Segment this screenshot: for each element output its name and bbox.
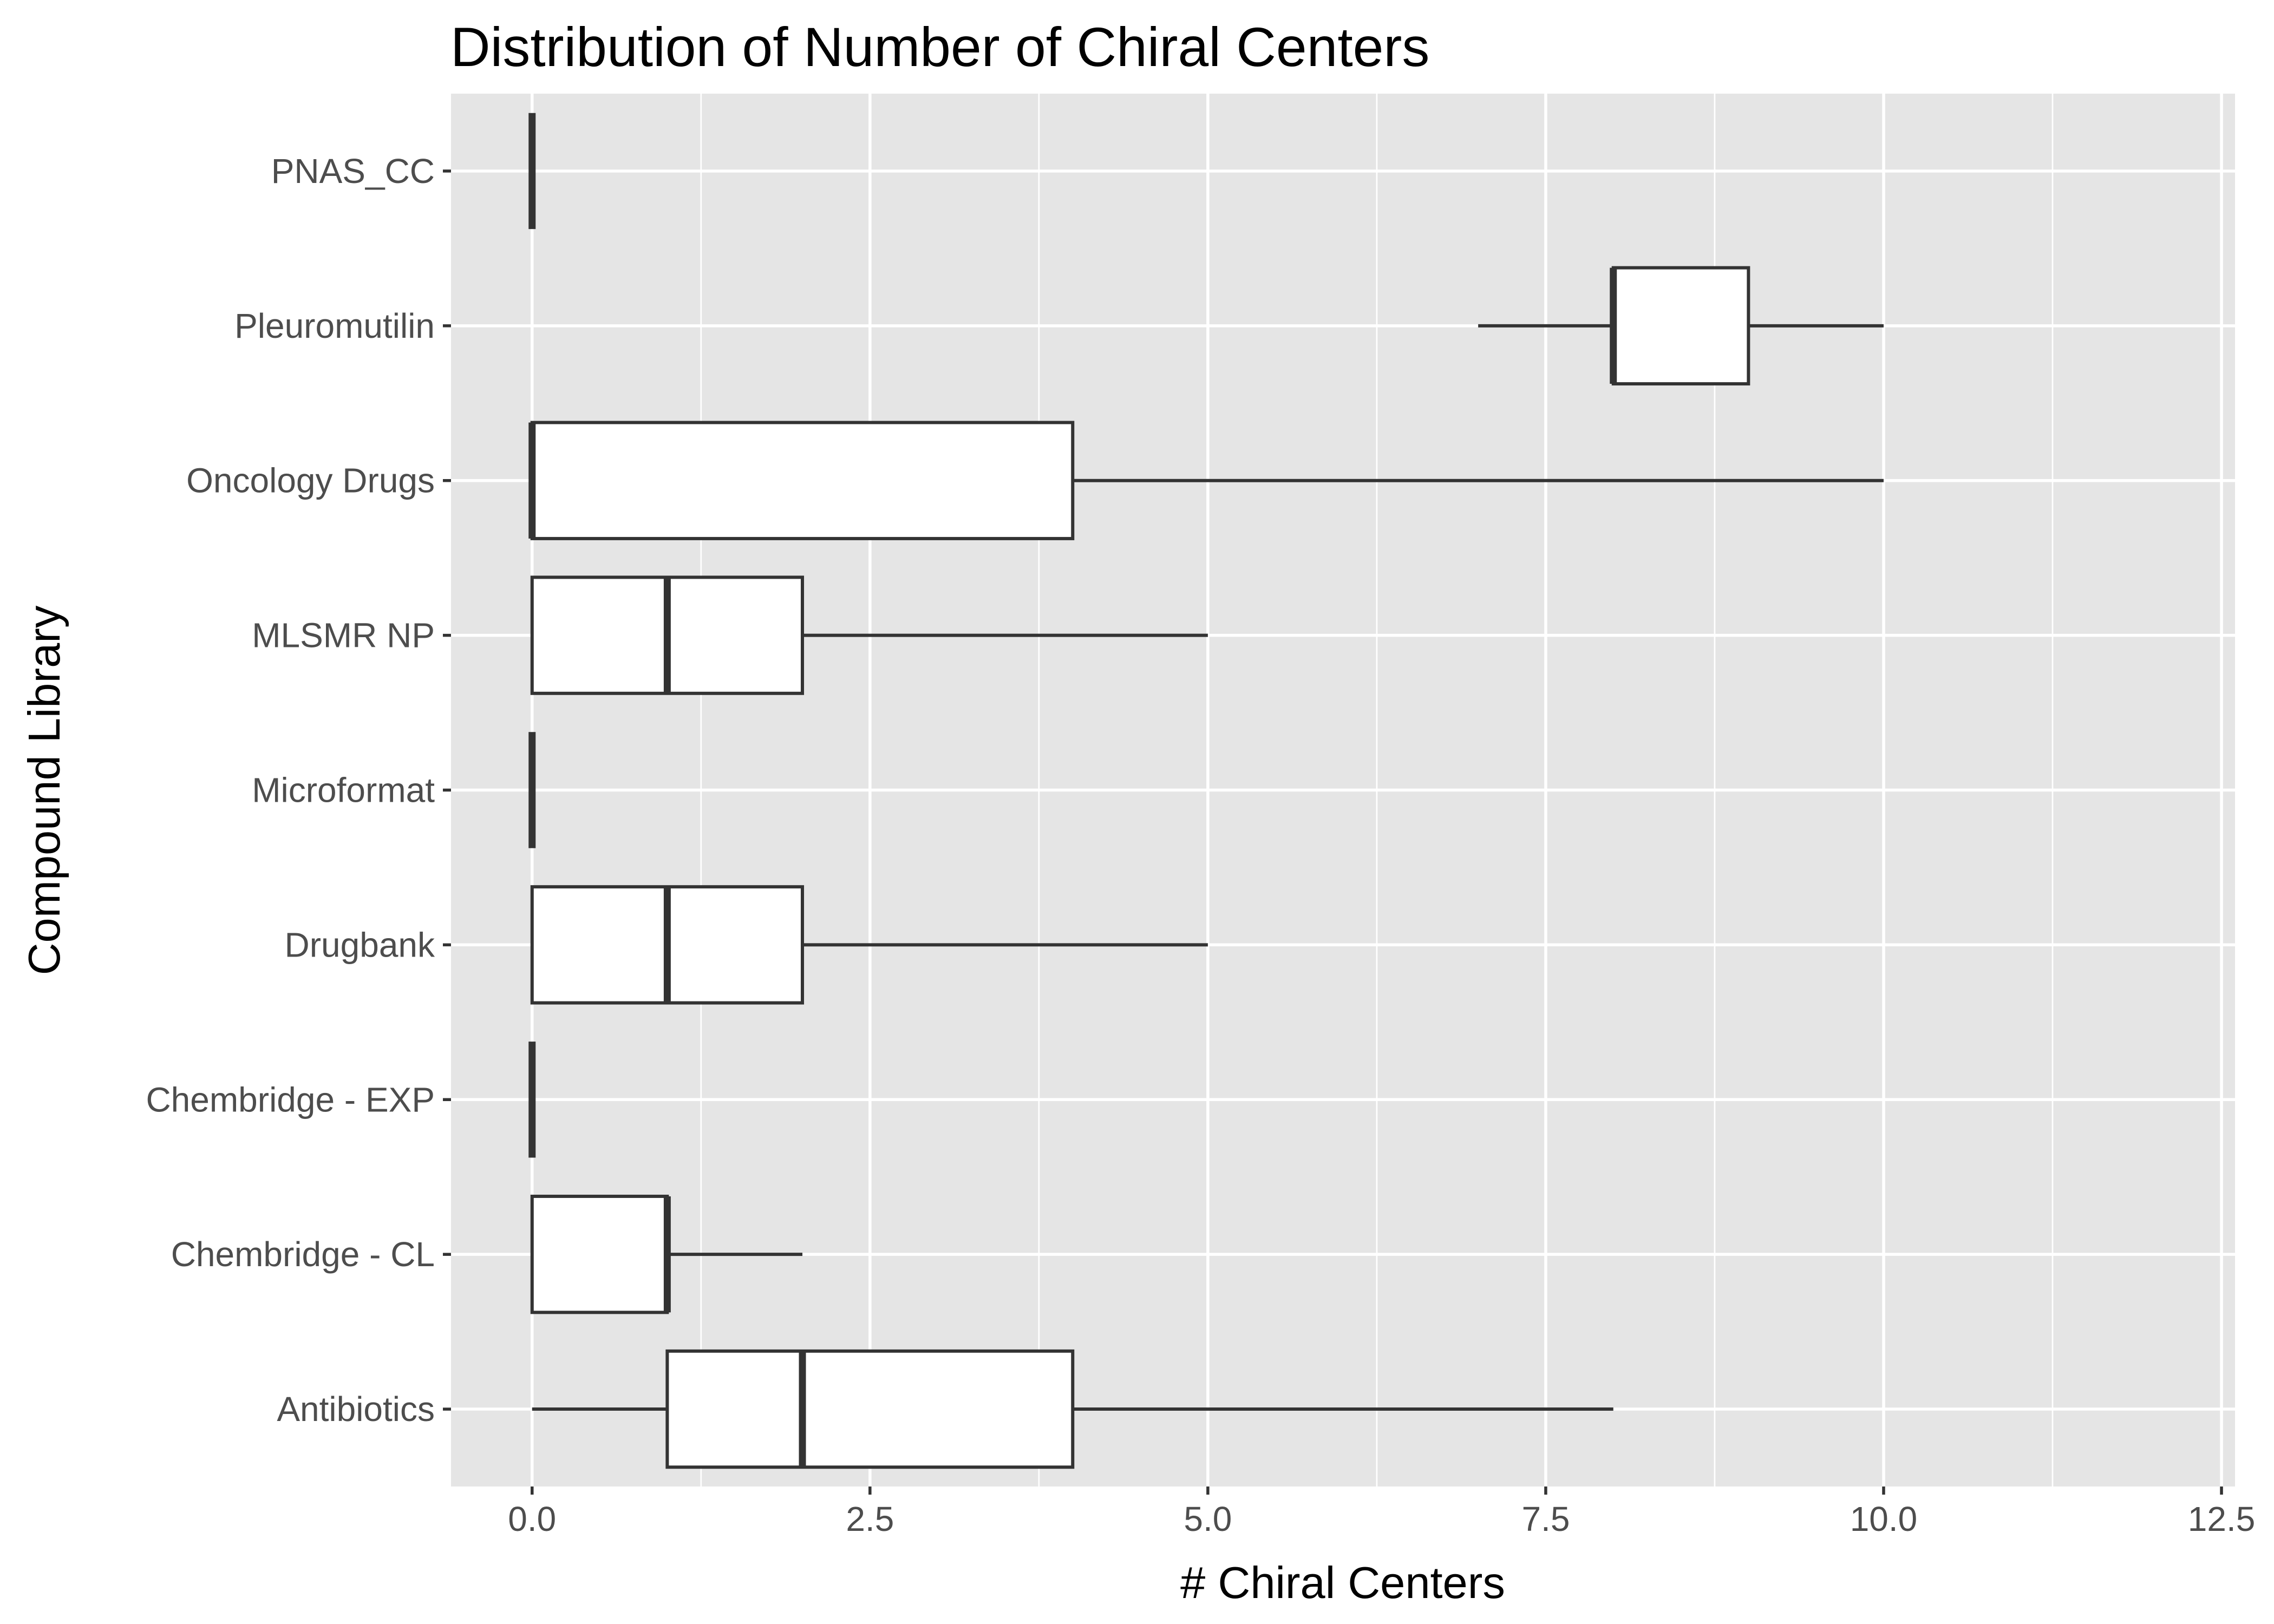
box-iqr	[530, 421, 1075, 540]
y-tick-label: PNAS_CC	[271, 152, 435, 191]
y-tick-label: Pleuromutilin	[234, 306, 435, 345]
y-tick-label: Chembridge - EXP	[146, 1080, 435, 1119]
box-drugbank	[530, 885, 1208, 1005]
y-tick-label: Chembridge - CL	[171, 1235, 435, 1274]
box-pleuromutilin	[1478, 266, 1884, 386]
y-axis-title: Compound Library	[19, 605, 69, 975]
x-axis-title: # Chiral Centers	[1180, 1557, 1505, 1608]
y-tick-label: Microformat	[252, 771, 435, 810]
y-tick-label: Drugbank	[285, 925, 436, 964]
y-tick-label: Antibiotics	[277, 1390, 435, 1429]
x-tick-label: 2.5	[846, 1499, 894, 1538]
box-iqr	[1611, 266, 1750, 386]
x-tick-label: 7.5	[1521, 1499, 1570, 1538]
box-chembridge-cl	[530, 1194, 803, 1314]
x-tick-label: 0.0	[508, 1499, 556, 1538]
box-layer	[528, 113, 1884, 1469]
x-tick-label: 10.0	[1850, 1499, 1918, 1538]
axis-layer: Antibiotics Chembridge - CL Chembridge - E…	[146, 152, 2255, 1538]
box-iqr	[530, 1194, 669, 1314]
box-iqr	[665, 1349, 1075, 1469]
y-tick-label: Oncology Drugs	[186, 461, 435, 500]
x-tick-label: 12.5	[2188, 1499, 2256, 1538]
box-oncology-drugs	[528, 421, 1884, 540]
y-tick-label: MLSMR NP	[252, 616, 435, 655]
box-mlsmr-np	[530, 575, 1208, 695]
box-antibiotics	[532, 1349, 1613, 1469]
x-tick-label: 5.0	[1184, 1499, 1232, 1538]
chart-title: Distribution of Number of Chiral Centers	[450, 16, 1429, 78]
